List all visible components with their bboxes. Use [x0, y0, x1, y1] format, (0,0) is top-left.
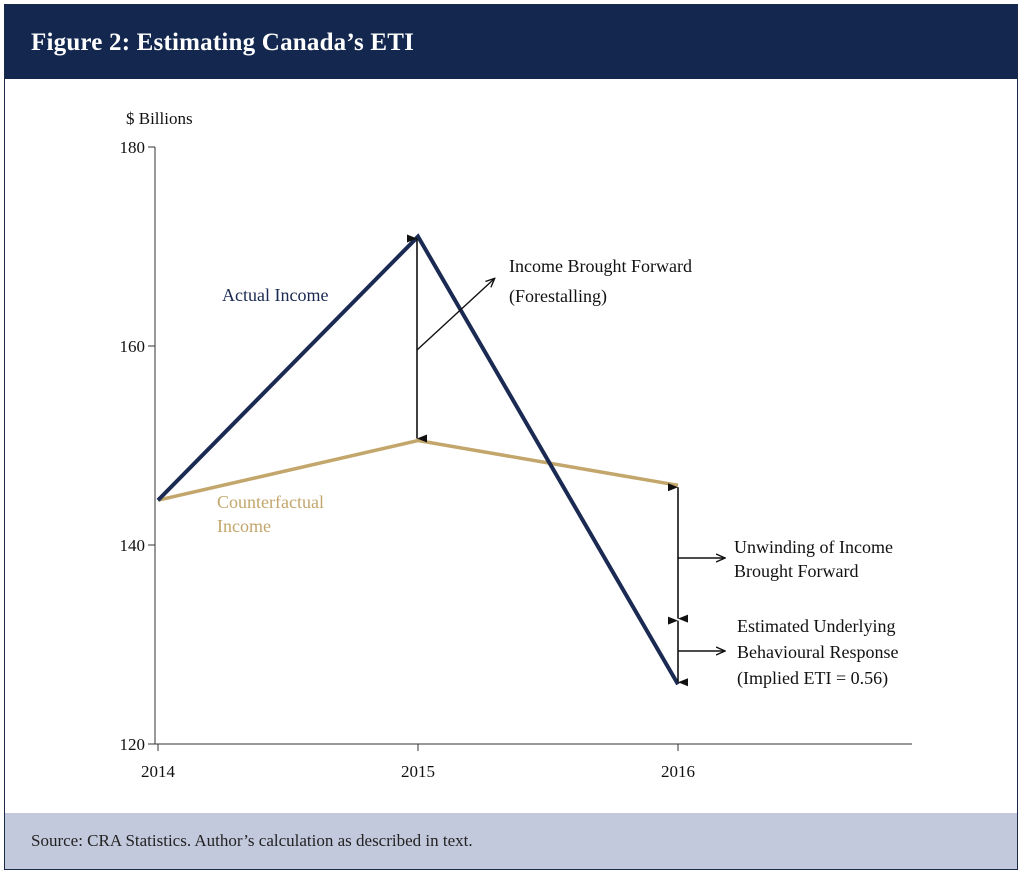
annotation-layer: [407, 234, 724, 687]
behavioural-label: (Implied ETI = 0.56): [737, 668, 888, 689]
forestalling-label: Income Brought Forward: [509, 256, 692, 276]
figure-frame: Figure 2: Estimating Canada’s ETI Source…: [4, 4, 1018, 870]
figure-footer: Source: CRA Statistics. Author’s calcula…: [5, 813, 1017, 869]
y-tick-label: 140: [120, 536, 146, 555]
unwinding-label: Brought Forward: [734, 561, 859, 581]
x-tick-label: 2014: [141, 762, 176, 781]
y-axis-title: $ Billions: [126, 109, 193, 128]
chart-axes: 120 140 160 180 2014 2015 2016 $ Billions: [120, 109, 912, 781]
y-tick-label: 120: [120, 735, 146, 754]
counterfactual-income-label: Counterfactual: [217, 492, 324, 512]
forestalling-label: (Forestalling): [509, 286, 607, 307]
forestalling-pointer-arrow: [416, 279, 494, 351]
text-layer: Actual Income Counterfactual Income Income …: [217, 256, 898, 689]
x-tick-label: 2016: [661, 762, 695, 781]
y-tick-label: 180: [120, 138, 146, 157]
figure-title: Figure 2: Estimating Canada’s ETI: [31, 29, 415, 56]
x-tick-label: 2015: [401, 762, 435, 781]
actual-income-label: Actual Income: [222, 285, 328, 305]
unwinding-label: Unwinding of Income: [734, 537, 893, 557]
counterfactual-income-label: Income: [217, 516, 271, 536]
y-tick-label: 160: [120, 337, 146, 356]
figure-header: Figure 2: Estimating Canada’s ETI: [5, 5, 1017, 79]
source-note: Source: CRA Statistics. Author’s calcula…: [31, 831, 473, 850]
behavioural-label: Behavioural Response: [737, 642, 898, 662]
behavioural-label: Estimated Underlying: [737, 616, 895, 636]
